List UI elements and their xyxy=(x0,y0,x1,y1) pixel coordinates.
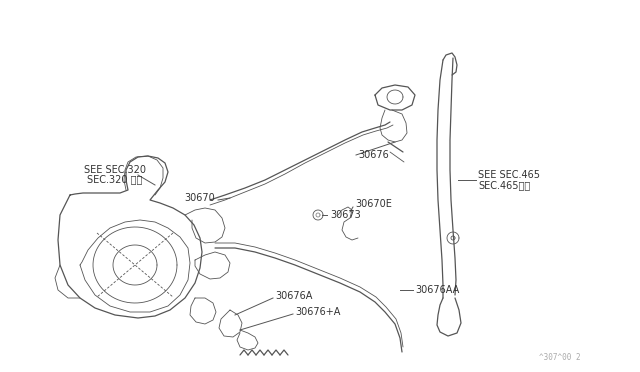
Text: 30676AA: 30676AA xyxy=(415,285,460,295)
Text: SEE SEC.320: SEE SEC.320 xyxy=(84,165,146,175)
Text: 30676: 30676 xyxy=(358,150,388,160)
Text: ^307^00 2: ^307^00 2 xyxy=(539,353,581,362)
Text: 30676A: 30676A xyxy=(275,291,312,301)
Text: 30676+A: 30676+A xyxy=(295,307,340,317)
Text: 30670: 30670 xyxy=(184,193,215,203)
Text: 30670E: 30670E xyxy=(355,199,392,209)
Text: SEC.320 参図: SEC.320 参図 xyxy=(87,174,143,184)
Text: 30673: 30673 xyxy=(330,210,361,220)
Text: SEE SEC.465: SEE SEC.465 xyxy=(478,170,540,180)
Text: SEC.465参照: SEC.465参照 xyxy=(478,180,531,190)
